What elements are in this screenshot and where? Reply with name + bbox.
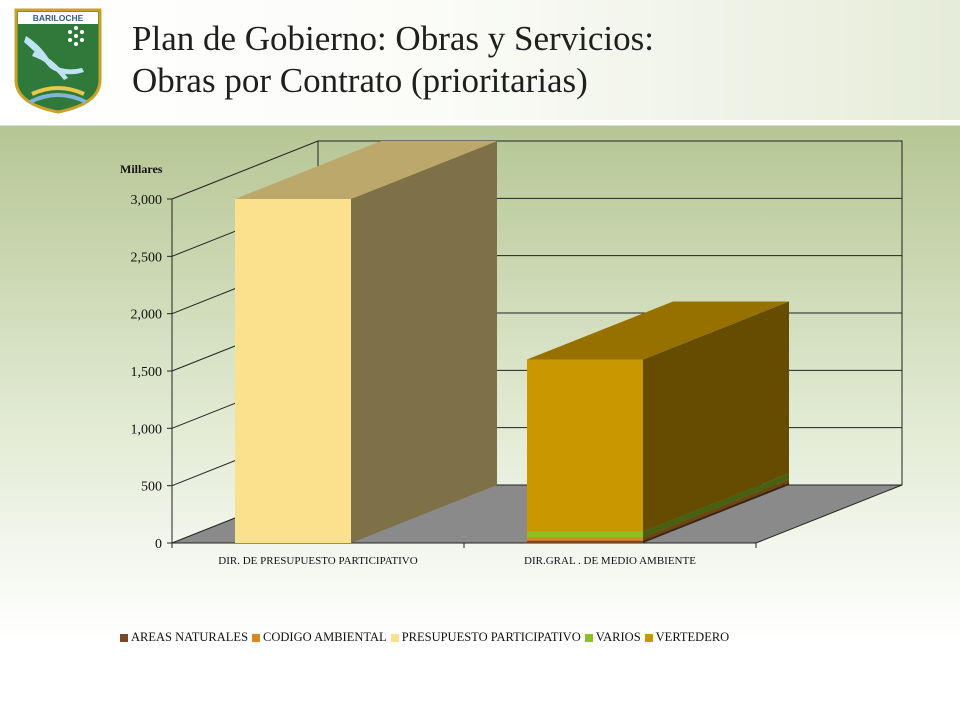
legend-label: PRESUPUESTO PARTICIPATIVO bbox=[401, 630, 581, 644]
legend-swatch bbox=[120, 633, 128, 642]
slide-title-line1: Plan de Gobierno: Obras y Servicios: bbox=[132, 19, 654, 58]
legend-swatch bbox=[390, 633, 399, 642]
y-tick-label: 3,000 bbox=[131, 193, 163, 208]
y-tick-label: 2,500 bbox=[131, 250, 163, 265]
bar-top bbox=[235, 141, 497, 199]
slide-title: Plan de Gobierno: Obras y Servicios: Obr… bbox=[132, 18, 654, 102]
legend-label: AREAS NATURALES bbox=[131, 630, 249, 644]
legend-label: VERTEDERO bbox=[655, 630, 730, 644]
bar-side bbox=[643, 301, 789, 532]
legend-item: AREAS NATURALES bbox=[120, 630, 248, 645]
bar-segment bbox=[527, 359, 643, 532]
legend-label: VARIOS bbox=[595, 630, 641, 644]
bar-side bbox=[643, 479, 789, 541]
legend-swatch bbox=[644, 633, 653, 642]
legend-label: CODIGO AMBIENTAL bbox=[263, 630, 387, 644]
legend-swatch bbox=[252, 633, 261, 642]
bar-segment bbox=[527, 531, 643, 538]
bar-side bbox=[643, 473, 789, 538]
bar-side bbox=[351, 141, 497, 543]
legend-item: PRESUPUESTO PARTICIPATIVO bbox=[390, 630, 581, 645]
x-tick-label: DIR.GRAL . DE MEDIO AMBIENTE bbox=[524, 555, 696, 567]
y-tick-label: 1,500 bbox=[131, 365, 163, 380]
y-tick-label: 1,000 bbox=[131, 422, 163, 437]
slide-title-line2: Obras por Contrato (prioritarias) bbox=[132, 61, 588, 100]
legend-item: VARIOS bbox=[584, 630, 641, 645]
bar-top bbox=[527, 301, 789, 360]
legend-item: CODIGO AMBIENTAL bbox=[252, 630, 387, 645]
bar-segment bbox=[527, 540, 643, 543]
x-tick-label: DIR. DE PRESUPUESTO PARTICIPATIVO bbox=[218, 555, 417, 567]
y-tick-label: 0 bbox=[155, 537, 162, 552]
legend-item: VERTEDERO bbox=[644, 630, 730, 645]
y-tick-label: 500 bbox=[141, 480, 162, 495]
chart-legend: AREAS NATURALES CODIGO AMBIENTAL PRESUPUES… bbox=[120, 630, 729, 645]
slide-header bbox=[0, 0, 960, 120]
bar-side bbox=[643, 482, 789, 543]
legend-swatch bbox=[584, 633, 593, 642]
y-unit-label: Millares bbox=[120, 162, 163, 176]
logo-text: BARILOCHE bbox=[33, 13, 84, 23]
gridline bbox=[171, 140, 902, 200]
bariloche-crest-logo: BARILOCHE bbox=[14, 8, 102, 114]
y-tick-label: 2,000 bbox=[131, 308, 163, 323]
bar-segment bbox=[235, 199, 351, 543]
header-divider bbox=[0, 120, 960, 126]
bar-segment bbox=[527, 537, 643, 541]
